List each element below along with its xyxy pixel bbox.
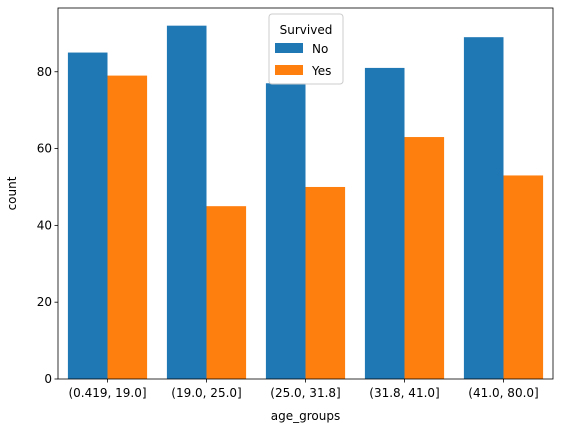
x-tick-label: (19.0, 25.0]	[171, 386, 241, 400]
legend: Survived No Yes	[268, 13, 344, 85]
y-tick-label: 0	[44, 372, 52, 386]
plot-frame	[57, 7, 554, 380]
x-tick-label: (31.8, 41.0]	[369, 386, 439, 400]
bar-no-4	[463, 37, 504, 379]
x-tick-label: (0.419, 19.0]	[68, 386, 146, 400]
bar-yes-4	[503, 175, 544, 379]
bar-yes-3	[404, 137, 445, 379]
x-axis-label: age_groups	[271, 409, 340, 423]
y-tick-label: 80	[37, 65, 52, 79]
bars-group	[67, 25, 544, 380]
bar-no-3	[364, 67, 405, 380]
x-tick-label: (41.0, 80.0]	[468, 386, 538, 400]
y-axis-label: count	[5, 176, 19, 210]
bar-yes-0	[107, 75, 148, 379]
y-ticks-group: 0 20 40 60 80	[37, 65, 58, 386]
bar-no-1	[166, 25, 207, 380]
bar-yes-2	[305, 186, 346, 379]
x-tick-label: (25.0, 31.8]	[270, 386, 340, 400]
x-ticks-group: (0.419, 19.0] (19.0, 25.0] (25.0, 31.8] (31…	[68, 379, 539, 400]
legend-swatch-no	[275, 43, 303, 53]
bar-no-2	[265, 83, 306, 379]
legend-swatch-yes	[275, 65, 303, 75]
legend-title: Survived	[280, 23, 333, 37]
y-tick-label: 40	[37, 218, 52, 232]
y-tick-label: 20	[37, 295, 52, 309]
bar-no-0	[67, 52, 108, 380]
bar-yes-1	[206, 206, 247, 379]
legend-label-no: No	[312, 42, 328, 56]
y-tick-label: 60	[37, 142, 52, 156]
legend-label-yes: Yes	[311, 64, 331, 78]
